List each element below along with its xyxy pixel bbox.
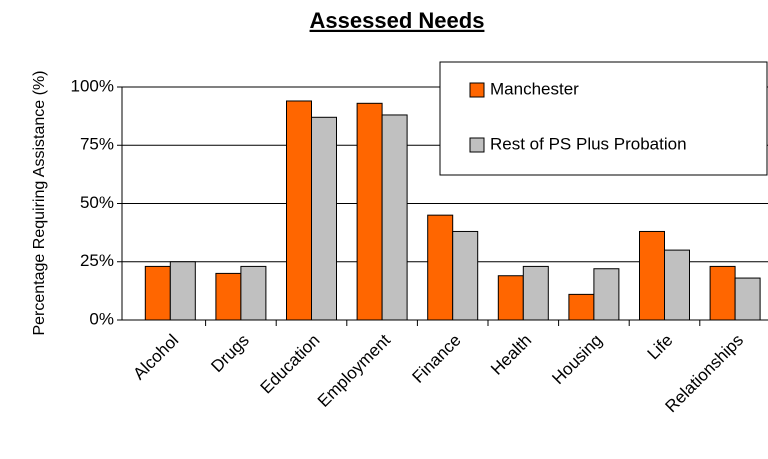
y-tick-label: 25% <box>80 251 114 270</box>
bar <box>568 293 595 321</box>
x-tick-label: Education <box>257 331 324 398</box>
bar <box>169 261 196 321</box>
x-tick-label: Employment <box>314 330 394 410</box>
y-tick-label: 0% <box>89 309 114 328</box>
legend-swatch <box>469 82 485 98</box>
chart-title: Assessed Needs <box>310 8 485 33</box>
bar <box>593 268 620 321</box>
bar <box>522 265 549 321</box>
bar <box>497 275 524 321</box>
bar <box>709 265 736 321</box>
legend-label: Manchester <box>490 79 579 98</box>
bar <box>356 102 383 321</box>
x-tick-label: Housing <box>548 331 606 389</box>
legend-label: Rest of PS Plus Probation <box>490 134 687 153</box>
bar <box>381 114 408 321</box>
x-tick-label: Drugs <box>207 331 253 377</box>
bar <box>240 265 267 321</box>
y-tick-label: 100% <box>71 76 114 95</box>
bar <box>286 100 312 321</box>
bar <box>144 265 171 321</box>
x-tick-label: Finance <box>408 331 464 387</box>
bar <box>311 116 337 321</box>
y-axis-label: Percentage Requiring Assistance (%) <box>31 70 48 335</box>
y-tick-label: 75% <box>80 135 114 154</box>
x-tick-label: Health <box>487 331 535 379</box>
bar <box>734 277 761 321</box>
x-tick-label: Alcohol <box>129 331 182 384</box>
bar <box>215 272 242 321</box>
bar <box>427 214 454 321</box>
y-tick-label: 50% <box>80 193 114 212</box>
x-tick-label: Life <box>644 331 677 364</box>
bar <box>639 230 665 321</box>
bar <box>452 230 479 321</box>
legend-box <box>439 61 768 176</box>
bar <box>664 249 690 321</box>
legend-swatch <box>469 137 485 153</box>
